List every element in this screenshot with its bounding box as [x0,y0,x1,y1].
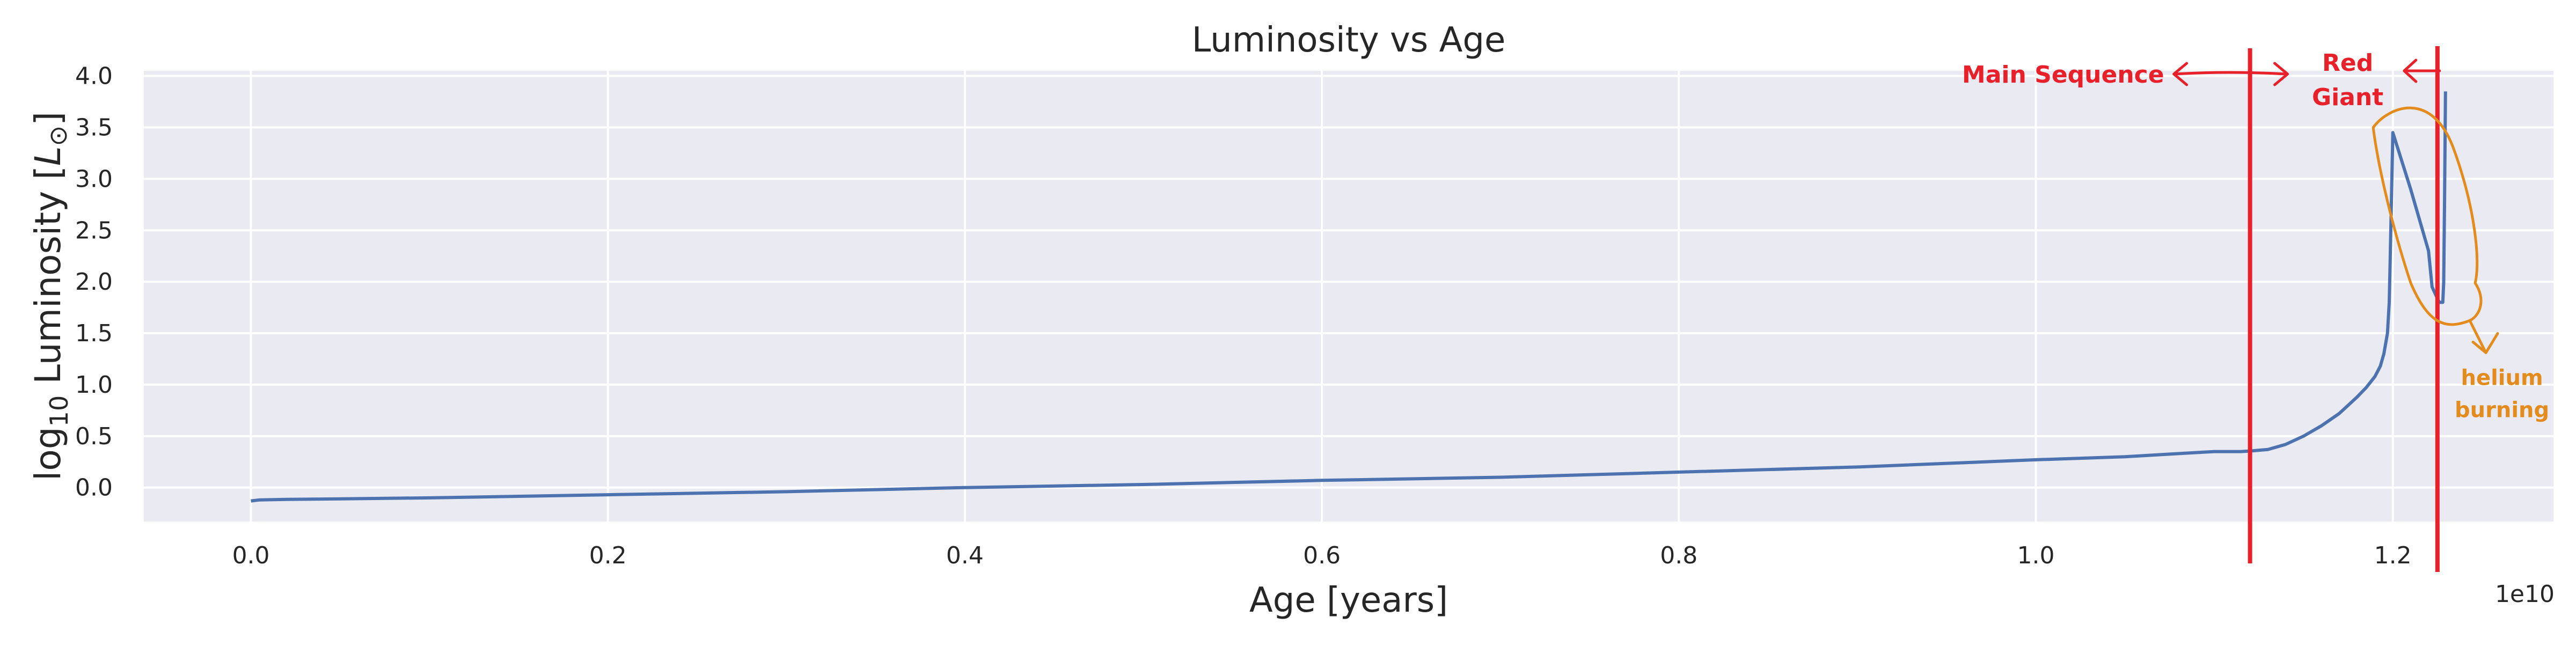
helium-burning-label-line2: burning [2455,398,2549,422]
y-label-rest: Luminosity [ [27,166,69,395]
y-label-L: L [27,146,69,166]
helium-burning-loop [2372,106,2483,326]
x-tick-label: 0.2 [589,542,627,569]
y-label-sub: 10 [45,395,74,427]
svg-text:log10 Luminosity [L⊙]: log10 Luminosity [L⊙] [27,112,74,481]
y-tick-label: 0.0 [75,474,113,502]
series-line-luminosity [251,91,2447,503]
y-tick-label: 1.5 [75,320,113,347]
annotations: Main Sequence Red Giant helium burning [1962,46,2549,572]
y-tick-label: 0.5 [75,423,113,450]
red-giant-label-line2: Giant [2312,84,2383,111]
y-tick-label: 3.5 [75,114,113,141]
red-giant-arrow [2403,58,2441,83]
y-tick-labels: 0.0 0.5 1.0 1.5 2.0 2.5 3.0 3.5 4.0 [75,63,113,502]
x-axis-label: Age [years] [1249,581,1448,620]
y-label-sun: ⊙ [43,126,72,146]
x-tick-label: 0.8 [1660,542,1697,569]
x-tick-label: 0.0 [232,542,270,569]
y-tick-label: 4.0 [75,63,113,90]
main-sequence-label: Main Sequence [1962,61,2164,89]
y-axis-label: log10 Luminosity [L⊙] [27,112,74,481]
y-gridlines [144,75,2553,489]
red-giant-label-line1: Red [2322,49,2373,77]
helium-burning-label-line1: helium [2461,365,2543,390]
x-tick-label: 0.6 [1303,542,1341,569]
helium-burning-arrow [2468,319,2499,354]
x-offset-label: 1e10 [2495,581,2555,608]
y-tick-label: 1.0 [75,371,113,399]
x-gridlines [250,71,2394,522]
y-tick-label: 2.0 [75,268,113,296]
y-tick-label: 3.0 [75,165,113,193]
x-tick-label: 0.4 [946,542,984,569]
plot-area [144,71,2553,522]
y-tick-label: 2.5 [75,217,113,244]
x-tick-label: 1.2 [2374,542,2412,569]
y-label-close: ] [27,112,69,126]
main-sequence-arrow [2172,62,2289,86]
x-tick-label: 1.0 [2017,542,2054,569]
x-tick-labels: 0.0 0.2 0.4 0.6 0.8 1.0 1.2 [232,542,2412,569]
chart-title: Luminosity vs Age [1192,20,1506,60]
y-label-log: log [27,427,69,481]
